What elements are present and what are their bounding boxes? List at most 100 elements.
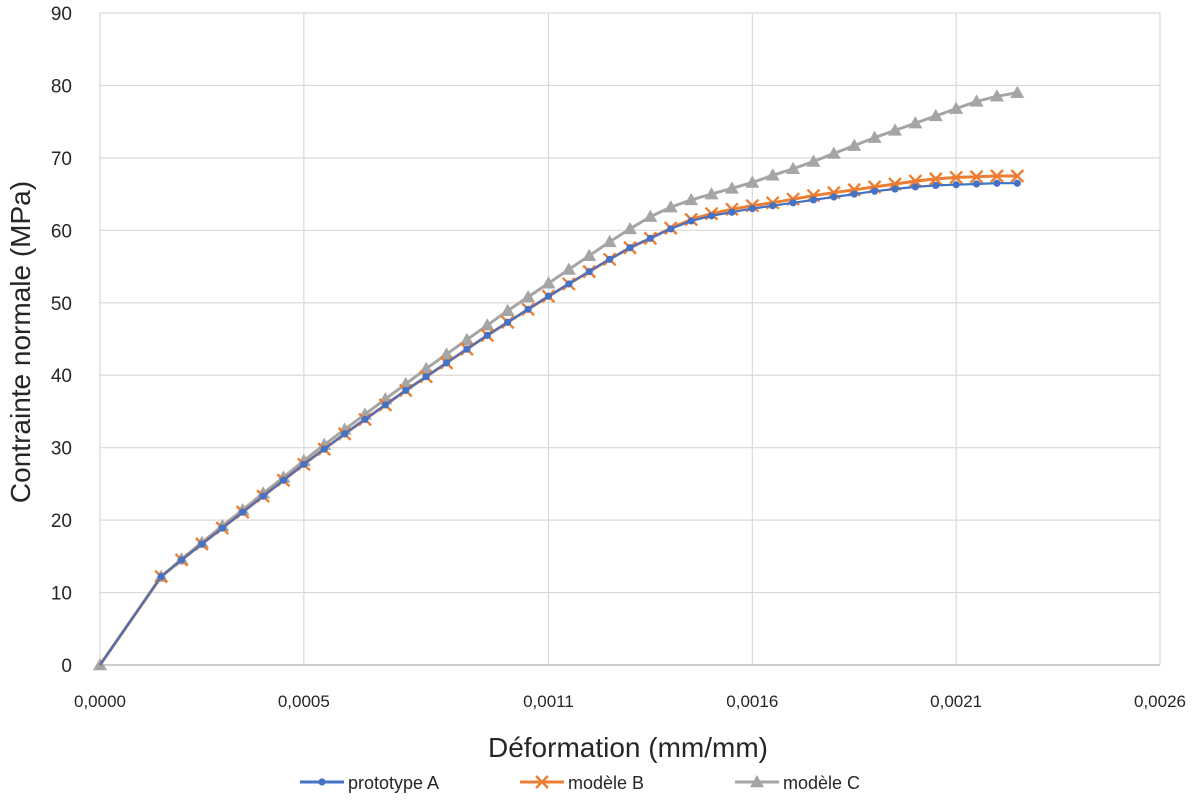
- data-point: [750, 775, 764, 788]
- y-tick-label: 10: [51, 584, 72, 605]
- x-axis-title: Déformation (mm/mm): [488, 732, 768, 763]
- data-point: [993, 179, 1001, 187]
- data-point: [952, 181, 960, 189]
- data-point: [989, 89, 1004, 102]
- data-point: [381, 401, 389, 409]
- data-point: [908, 116, 923, 129]
- data-point-stroke: [1010, 169, 1025, 183]
- x-tick-label: 0,0026: [1134, 692, 1186, 711]
- data-point: [218, 524, 226, 532]
- data-point: [969, 94, 984, 107]
- data-point: [667, 225, 675, 233]
- y-tick-label: 60: [51, 221, 72, 242]
- data-point: [623, 221, 637, 235]
- legend-label: modèle B: [568, 773, 644, 793]
- grid-layer: [99, 12, 1161, 666]
- series-layer: [93, 85, 1025, 671]
- data-point: [1010, 169, 1025, 183]
- data-point: [789, 199, 797, 207]
- series-modèle-c: [93, 85, 1025, 671]
- data-point: [704, 187, 719, 200]
- y-tick-label: 20: [51, 511, 72, 532]
- x-tick-label: 0,0011: [523, 692, 574, 711]
- data-point: [745, 175, 760, 188]
- data-point: [341, 430, 349, 438]
- axis-layer: 0 10 20 30 40 50 60 70 80 90 0,0000 0,0005 0,0011 0,0…: [51, 4, 1186, 711]
- data-point: [524, 305, 532, 313]
- data-point: [891, 185, 899, 193]
- data-point-stroke: [928, 172, 943, 186]
- data-point: [969, 169, 984, 184]
- y-tick-label: 80: [51, 76, 72, 97]
- data-point: [911, 183, 919, 191]
- data-point: [1013, 179, 1021, 187]
- data-point: [157, 573, 165, 581]
- data-point: [728, 208, 736, 216]
- data-point: [687, 217, 695, 225]
- legend-label: prototype A: [348, 773, 439, 793]
- series-line: [98, 174, 1018, 666]
- data-point: [809, 196, 818, 204]
- legend-item: modèle C: [735, 773, 860, 793]
- data-point: [850, 190, 858, 198]
- legend: prototype A modèle B modèle C: [300, 773, 860, 793]
- data-point: [198, 540, 206, 548]
- y-tick-label: 70: [51, 149, 72, 170]
- data-point: [504, 318, 512, 326]
- data-point: [663, 200, 678, 213]
- data-point: [643, 209, 658, 222]
- data-point: [279, 476, 288, 484]
- data-point: [830, 193, 838, 201]
- x-tick-label: 0,0016: [726, 692, 778, 711]
- data-point: [422, 373, 430, 381]
- data-point: [565, 280, 573, 288]
- data-point: [826, 146, 841, 159]
- data-point-stroke: [908, 174, 923, 188]
- data-point: [908, 174, 923, 188]
- y-tick-label: 90: [51, 4, 72, 25]
- data-point: [521, 289, 536, 303]
- series-line: [98, 91, 1018, 666]
- data-point-stroke: [990, 169, 1004, 183]
- y-axis-title: Contrainte normale (MPa): [5, 181, 36, 503]
- data-point: [419, 361, 434, 374]
- data-point: [867, 130, 882, 143]
- data-point: [402, 386, 410, 395]
- data-point: [483, 331, 491, 339]
- data-point: [585, 268, 593, 276]
- series-prototype-a: [99, 179, 1021, 666]
- data-point: [582, 248, 597, 261]
- series-modèle-b: [98, 169, 1025, 666]
- data-point: [949, 170, 964, 185]
- data-point-stroke: [969, 169, 984, 184]
- data-point: [786, 161, 801, 175]
- data-point-stroke: [949, 170, 964, 185]
- data-point: [932, 181, 940, 190]
- data-point: [684, 192, 699, 206]
- data-point: [949, 101, 964, 114]
- data-point: [259, 492, 267, 500]
- data-point: [748, 205, 756, 213]
- data-point: [442, 359, 451, 367]
- data-point: [646, 234, 654, 242]
- data-point: [928, 172, 943, 186]
- data-point-stroke: [888, 177, 902, 191]
- data-point: [707, 212, 716, 220]
- data-point: [888, 123, 902, 136]
- data-point: [990, 169, 1004, 183]
- x-tick-label: 0,0000: [74, 692, 126, 711]
- data-point: [1010, 85, 1025, 98]
- x-tick-label: 0,0005: [278, 692, 330, 711]
- data-point: [318, 778, 326, 786]
- data-point: [239, 508, 247, 516]
- label-layer: Contrainte normale (MPa) Déformation (mm…: [5, 181, 768, 763]
- data-point: [535, 775, 549, 789]
- legend-item: modèle B: [520, 773, 644, 793]
- y-tick-label: 30: [51, 439, 72, 460]
- data-point: [500, 303, 515, 316]
- data-point: [602, 234, 617, 248]
- data-point: [847, 138, 862, 151]
- data-point: [769, 202, 777, 210]
